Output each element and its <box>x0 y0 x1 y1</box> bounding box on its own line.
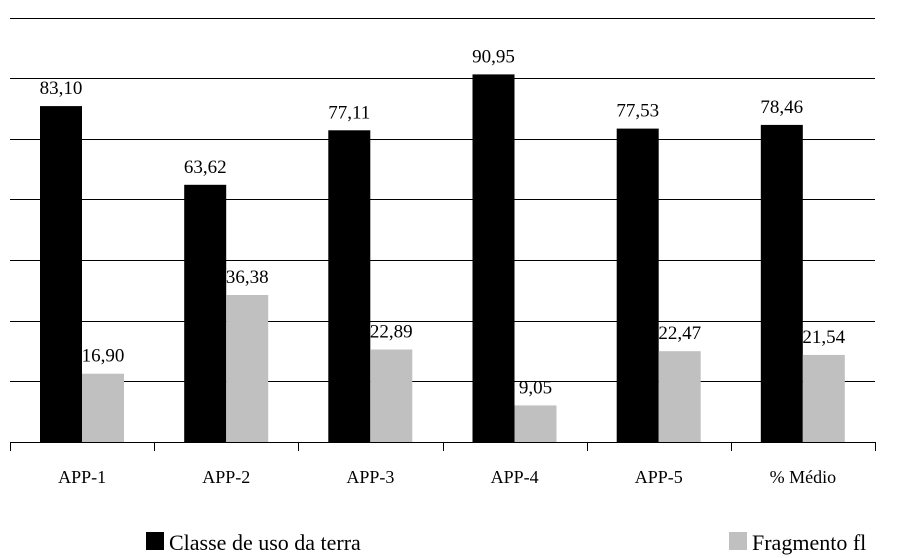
bar-series2-4 <box>514 405 557 442</box>
x-tick-label-6: % Médio <box>770 467 837 487</box>
bar-series2-1 <box>82 373 124 442</box>
legend-label-1: Classe de uso da terra <box>169 530 361 555</box>
legend: Classe de uso da terra Fragmento fl <box>146 530 866 555</box>
x-axis: APP-1 APP-2 APP-3 APP-4 APP-5 % Médio <box>10 442 876 487</box>
data-label-series2-3: 22,89 <box>370 322 413 343</box>
data-labels: 83,10 63,62 77,11 90,95 77,53 78,46 16,90 36,38… <box>40 46 846 398</box>
bar-series1-6 <box>760 124 803 443</box>
data-label-series1-1: 83,10 <box>40 78 83 99</box>
data-label-series2-1: 16,90 <box>82 346 125 367</box>
bar-series1-3 <box>328 130 371 443</box>
legend-label-2: Fragmento fl <box>752 530 866 555</box>
data-label-series2-5: 22,47 <box>658 323 701 344</box>
data-label-series2-6: 21,54 <box>802 327 845 348</box>
legend-swatch-2 <box>729 532 747 550</box>
x-tick-label-3: APP-3 <box>346 467 394 487</box>
bar-series2-6 <box>802 354 845 442</box>
bar-series1-5 <box>616 128 659 442</box>
gridlines <box>10 18 875 382</box>
data-label-series1-2: 63,62 <box>184 157 227 178</box>
bar-series1-2 <box>184 184 227 443</box>
bar-series1-4 <box>472 74 515 443</box>
data-label-series1-5: 77,53 <box>616 101 659 122</box>
data-label-series2-4: 9,05 <box>519 377 552 398</box>
x-tick-label-2: APP-2 <box>202 467 250 487</box>
data-label-series2-2: 36,38 <box>226 267 269 288</box>
bar-series2-5 <box>658 351 701 442</box>
bar-series1-1 <box>40 106 82 442</box>
bar-series2-2 <box>226 295 269 442</box>
x-tick-label-4: APP-4 <box>491 467 539 487</box>
x-tick-label-1: APP-1 <box>58 467 106 487</box>
data-label-series1-6: 78,46 <box>760 97 803 118</box>
x-tick-label-5: APP-5 <box>635 467 683 487</box>
bars <box>40 74 845 443</box>
data-label-series1-4: 90,95 <box>472 46 515 67</box>
legend-swatch-1 <box>146 532 164 550</box>
data-label-series1-3: 77,11 <box>328 102 370 123</box>
bar-series2-3 <box>370 349 413 442</box>
